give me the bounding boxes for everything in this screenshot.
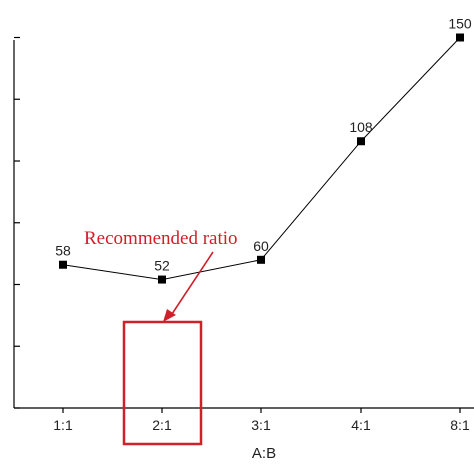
annotation-arrow [169,251,214,318]
highlight-box [122,320,203,446]
x-tick-label: 4:1 [351,417,371,433]
data-point [357,137,365,146]
data-label: 60 [253,238,269,254]
data-label: 58 [55,243,71,259]
data-label: 108 [349,119,373,135]
data-label: 52 [154,258,170,274]
annotation-text: Recommended ratio [84,228,238,249]
x-axis-title: A:B [252,445,276,462]
series-group: 58 52 60 108 150 [55,16,472,284]
data-point [59,260,67,269]
x-tick-label: 3:1 [251,417,271,433]
x-tick-label: 8:1 [450,417,470,433]
recommendation-annotation: Recommended ratio [84,228,238,446]
data-label: 150 [448,16,472,32]
annotation-arrowhead [163,309,176,322]
data-point [257,255,265,264]
data-point [158,275,166,284]
y-axis-ticks [14,36,20,409]
x-tick-label: 1:1 [53,417,73,433]
x-axis-ticks: 1:1 2:1 3:1 4:1 8:1 [53,408,470,433]
x-tick-label: 2:1 [152,417,172,433]
data-point [456,33,464,42]
